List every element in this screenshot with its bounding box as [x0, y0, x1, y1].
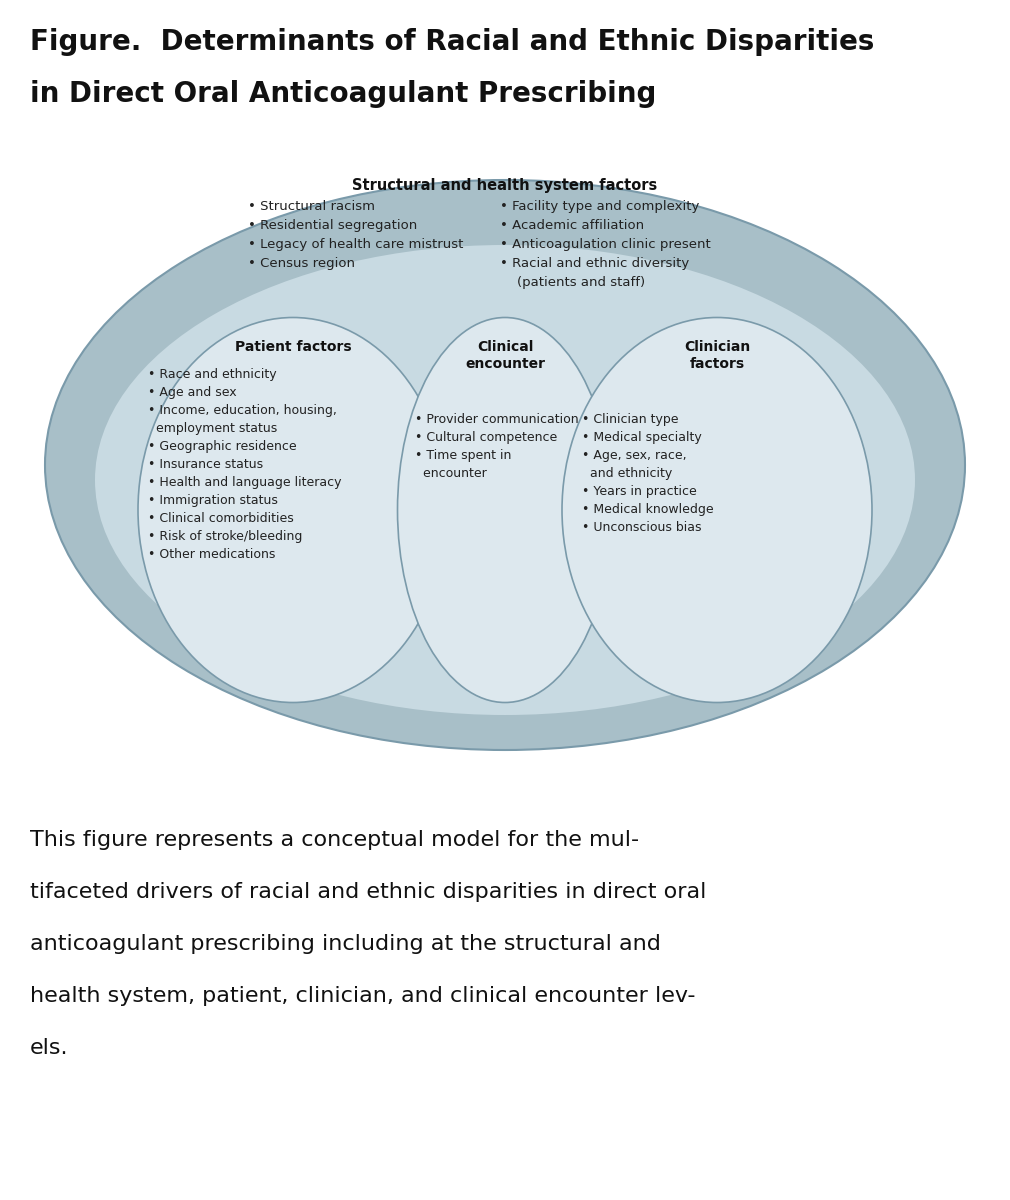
Text: Structural and health system factors: Structural and health system factors — [352, 178, 658, 193]
Text: Clinical
encounter: Clinical encounter — [465, 340, 545, 371]
Text: anticoagulant prescribing including at the structural and: anticoagulant prescribing including at t… — [30, 934, 661, 954]
Text: • Structural racism
• Residential segregation
• Legacy of health care mistrust
•: • Structural racism • Residential segreg… — [248, 200, 464, 270]
Text: health system, patient, clinician, and clinical encounter lev-: health system, patient, clinician, and c… — [30, 986, 696, 1006]
Text: • Race and ethnicity
• Age and sex
• Income, education, housing,
  employment st: • Race and ethnicity • Age and sex • Inc… — [148, 368, 341, 560]
Text: tifaceted drivers of racial and ethnic disparities in direct oral: tifaceted drivers of racial and ethnic d… — [30, 882, 706, 902]
Text: Figure.  Determinants of Racial and Ethnic Disparities: Figure. Determinants of Racial and Ethni… — [30, 28, 875, 56]
Text: • Provider communication
• Cultural competence
• Time spent in
  encounter: • Provider communication • Cultural comp… — [415, 413, 579, 480]
Text: This figure represents a conceptual model for the mul-: This figure represents a conceptual mode… — [30, 830, 639, 850]
Text: Patient factors: Patient factors — [234, 340, 351, 354]
Ellipse shape — [95, 245, 915, 715]
Text: Clinician
factors: Clinician factors — [684, 340, 750, 371]
Ellipse shape — [398, 318, 612, 702]
Ellipse shape — [45, 180, 965, 750]
Text: in Direct Oral Anticoagulant Prescribing: in Direct Oral Anticoagulant Prescribing — [30, 80, 656, 108]
Text: els.: els. — [30, 1038, 69, 1058]
Text: • Facility type and complexity
• Academic affiliation
• Anticoagulation clinic p: • Facility type and complexity • Academi… — [500, 200, 711, 289]
Ellipse shape — [138, 318, 448, 702]
Text: • Clinician type
• Medical specialty
• Age, sex, race,
  and ethnicity
• Years i: • Clinician type • Medical specialty • A… — [582, 413, 714, 534]
Ellipse shape — [562, 318, 872, 702]
